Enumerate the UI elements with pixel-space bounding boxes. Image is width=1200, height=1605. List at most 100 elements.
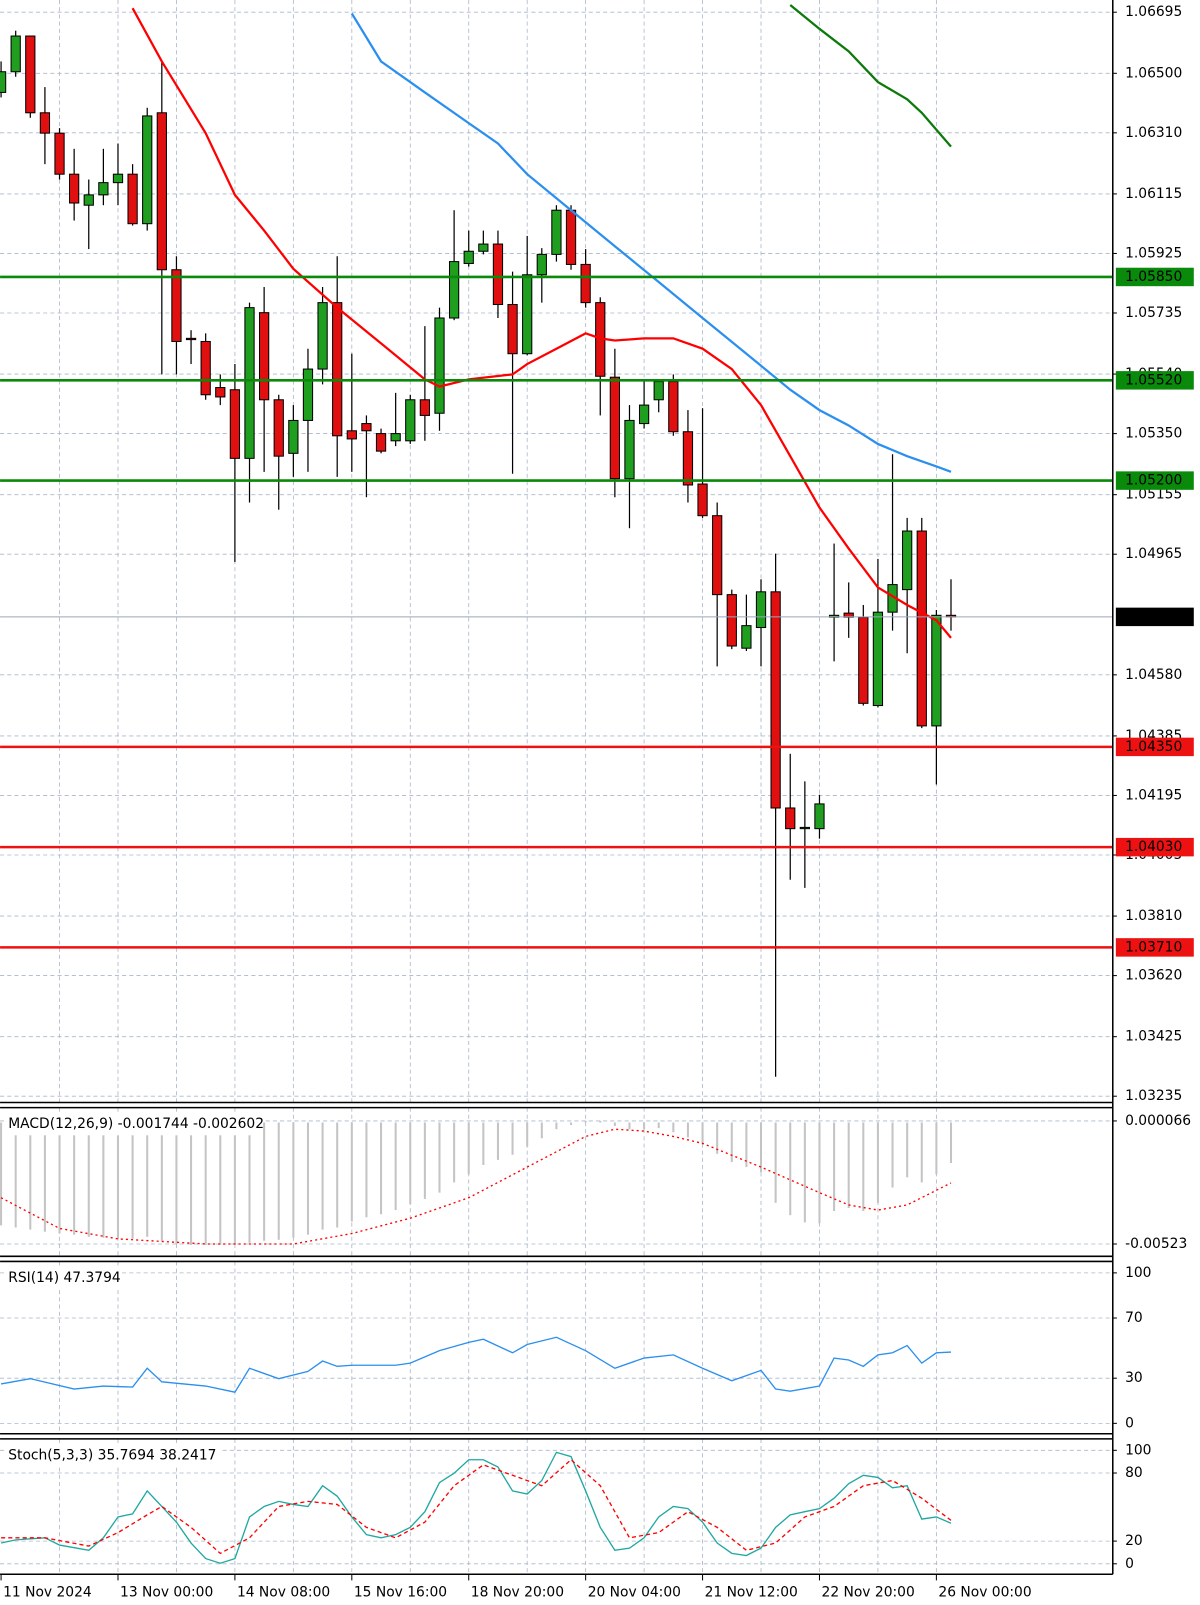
candle-body bbox=[39, 112, 51, 134]
macd-bar bbox=[438, 1122, 441, 1193]
macd-bar bbox=[467, 1122, 470, 1175]
candle-body bbox=[288, 419, 299, 454]
candle-body bbox=[522, 274, 533, 355]
candle-body bbox=[302, 368, 314, 421]
panel-title: MACD(12,26,9) -0.001744 -0.002602 bbox=[8, 1116, 264, 1132]
candle-body bbox=[726, 594, 737, 647]
macd-bar bbox=[175, 1122, 178, 1244]
y-tick-label: 1.06695 bbox=[1125, 4, 1182, 20]
candle-body bbox=[931, 614, 942, 727]
macd-bar bbox=[540, 1122, 543, 1139]
panel-title: Stoch(5,3,3) 35.7694 38.2417 bbox=[8, 1447, 216, 1463]
y-tick-label: 1.06115 bbox=[1125, 186, 1182, 202]
level-label: 1.04350 bbox=[1125, 739, 1182, 755]
macd-bar bbox=[409, 1122, 412, 1205]
y-tick-label: 1.03235 bbox=[1125, 1088, 1182, 1104]
macd-bar bbox=[292, 1122, 295, 1238]
candle-body bbox=[434, 317, 445, 414]
candle-body bbox=[712, 515, 723, 596]
macd-bar bbox=[306, 1122, 309, 1235]
candle-body bbox=[668, 381, 679, 433]
candle-body bbox=[770, 591, 781, 809]
macd-bar bbox=[526, 1122, 529, 1147]
macd-bar bbox=[131, 1122, 134, 1239]
last-price-box bbox=[1115, 607, 1194, 627]
level-label: 1.04030 bbox=[1125, 839, 1182, 855]
macd-bar bbox=[716, 1122, 719, 1154]
macd-bar bbox=[730, 1122, 733, 1162]
candle-body bbox=[25, 35, 36, 114]
candle-body bbox=[244, 307, 255, 459]
y-tick-label: 1.04195 bbox=[1125, 787, 1182, 803]
macd-bar bbox=[599, 1120, 602, 1123]
x-tick-label: 11 Nov 2024 bbox=[3, 1585, 92, 1601]
y-tick-label: 1.04580 bbox=[1125, 667, 1182, 683]
macd-bar bbox=[686, 1122, 689, 1138]
macd-bar bbox=[833, 1122, 836, 1212]
indicator-line bbox=[0, 1451, 952, 1564]
macd-bar bbox=[818, 1122, 821, 1224]
x-tick-label: 13 Nov 00:00 bbox=[120, 1585, 213, 1601]
candle-body bbox=[785, 807, 796, 830]
macd-bar bbox=[496, 1122, 499, 1160]
level-label-box bbox=[1115, 837, 1194, 857]
macd-signal bbox=[0, 1128, 952, 1245]
candle-body bbox=[492, 243, 504, 306]
level-label-box bbox=[1115, 471, 1194, 490]
candle-body bbox=[259, 312, 270, 401]
macd-bar bbox=[891, 1122, 894, 1188]
macd-bar bbox=[380, 1122, 383, 1215]
level-label: 1.03710 bbox=[1125, 939, 1182, 955]
candle-body bbox=[142, 115, 153, 225]
macd-bar bbox=[584, 1120, 587, 1123]
candle-body bbox=[215, 387, 226, 398]
candle-body bbox=[112, 173, 124, 184]
macd-bar bbox=[321, 1122, 324, 1230]
candle-body bbox=[69, 173, 80, 204]
candle-body bbox=[872, 611, 884, 707]
macd-bar bbox=[920, 1122, 923, 1183]
macd-bar bbox=[0, 1122, 3, 1226]
macd-bar bbox=[672, 1122, 675, 1133]
macd-bar bbox=[219, 1122, 222, 1245]
macd-bar bbox=[862, 1122, 865, 1212]
indicator-line bbox=[1, 1458, 952, 1555]
candle-body bbox=[653, 381, 664, 401]
y-tick-label: 1.06500 bbox=[1125, 65, 1182, 81]
y-tick-label: 0 bbox=[1125, 1415, 1134, 1431]
macd-bar bbox=[102, 1122, 105, 1238]
x-tick-label: 20 Nov 04:00 bbox=[588, 1585, 681, 1601]
candle-body bbox=[697, 483, 708, 517]
candle-body bbox=[0, 71, 7, 93]
macd-bar bbox=[555, 1122, 558, 1130]
macd-bar bbox=[745, 1122, 748, 1168]
candle-body bbox=[507, 304, 518, 355]
macd-bar bbox=[190, 1122, 193, 1245]
y-tick-label: 1.03425 bbox=[1125, 1029, 1182, 1045]
y-tick-label: 100 bbox=[1125, 1265, 1151, 1281]
macd-bar bbox=[511, 1122, 514, 1155]
candle-body bbox=[346, 430, 357, 440]
panel-title-bg bbox=[4, 1112, 262, 1136]
macd-bar bbox=[906, 1122, 909, 1178]
candle-body bbox=[171, 269, 182, 343]
macd-bar bbox=[14, 1122, 17, 1228]
macd-bar bbox=[73, 1122, 76, 1235]
x-tick-label: 26 Nov 00:00 bbox=[938, 1585, 1031, 1601]
level-label-box bbox=[1115, 938, 1194, 957]
candle-body bbox=[98, 182, 109, 196]
y-tick-label: 1.05155 bbox=[1125, 487, 1182, 503]
level-label: 1.05200 bbox=[1125, 473, 1182, 489]
candle-body bbox=[536, 253, 547, 276]
candle-body bbox=[390, 433, 401, 442]
macd-bar bbox=[277, 1122, 280, 1240]
y-tick-label: 70 bbox=[1125, 1310, 1143, 1326]
moving-average bbox=[350, 12, 952, 473]
candle-body bbox=[478, 243, 489, 252]
macd-bar bbox=[350, 1122, 353, 1222]
candle-body bbox=[361, 423, 372, 432]
x-tick-label: 15 Nov 16:00 bbox=[354, 1585, 447, 1601]
